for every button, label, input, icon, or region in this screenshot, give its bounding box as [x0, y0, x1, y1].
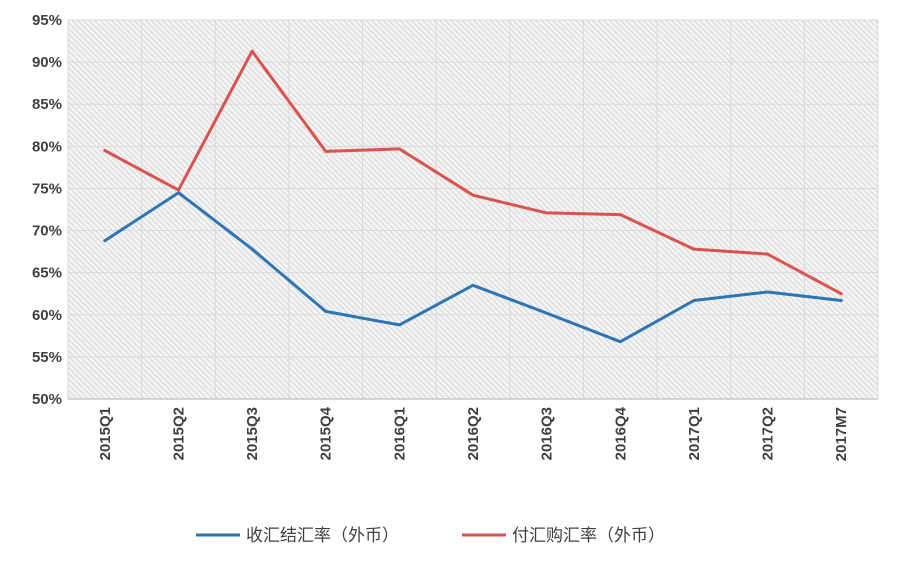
data-point [177, 191, 180, 195]
y-tick-label: 50% [32, 391, 62, 408]
data-point [324, 149, 328, 153]
data-point [692, 247, 696, 251]
series [103, 49, 843, 344]
y-tick-label: 70% [32, 223, 62, 240]
x-tick-label: 2015Q4 [318, 406, 335, 460]
data-point [397, 323, 401, 327]
x-tick-label: 2016Q4 [612, 406, 629, 460]
x-tick-label: 2017Q2 [760, 407, 777, 460]
x-tick-label: 2017M7 [833, 407, 850, 461]
data-point [839, 292, 843, 296]
x-tick-label: 2015Q2 [170, 407, 187, 460]
y-tick-label: 85% [32, 96, 62, 113]
data-point [471, 283, 475, 287]
data-point [103, 239, 107, 243]
y-tick-label: 95% [32, 12, 62, 29]
legend-label: 收汇结汇率（外币） [246, 526, 399, 545]
data-point [692, 299, 696, 302]
data-point [177, 188, 180, 192]
data-point [766, 252, 769, 256]
data-point [324, 310, 328, 313]
data-point [545, 311, 549, 315]
x-tick-label: 2016Q1 [391, 407, 408, 460]
y-tick-label: 80% [32, 138, 62, 155]
gridlines [67, 19, 879, 400]
data-point [618, 213, 622, 216]
data-point [618, 340, 622, 344]
data-point [250, 247, 254, 251]
y-tick-label: 65% [32, 265, 62, 282]
x-tick-label: 2015Q1 [97, 407, 114, 460]
x-tick-label: 2017Q1 [686, 407, 703, 460]
data-point [545, 211, 549, 215]
y-axis: 50% 55% 60% 65% 70% 75% 80% 85% 90% 95% [32, 12, 62, 408]
data-point [766, 290, 769, 294]
data-point [839, 299, 843, 302]
data-point [397, 147, 401, 151]
y-tick-label: 60% [32, 307, 62, 324]
data-point [250, 49, 254, 53]
x-tick-label: 2015Q3 [244, 407, 261, 460]
y-tick-label: 90% [32, 54, 62, 71]
data-point [471, 193, 475, 197]
legend: 收汇结汇率（外币） 付汇购汇率（外币） [196, 526, 665, 545]
x-tick-label: 2016Q3 [539, 407, 556, 460]
data-point [103, 149, 107, 152]
y-tick-label: 75% [32, 180, 62, 197]
y-tick-label: 55% [32, 349, 62, 366]
x-tick-label: 2016Q2 [465, 407, 482, 460]
legend-label: 付汇购汇率（外币） [512, 526, 665, 545]
x-axis: 2015Q1 2015Q2 2015Q3 2015Q4 2016Q1 2016Q2 2016… [97, 406, 850, 461]
plot-area [68, 20, 878, 399]
